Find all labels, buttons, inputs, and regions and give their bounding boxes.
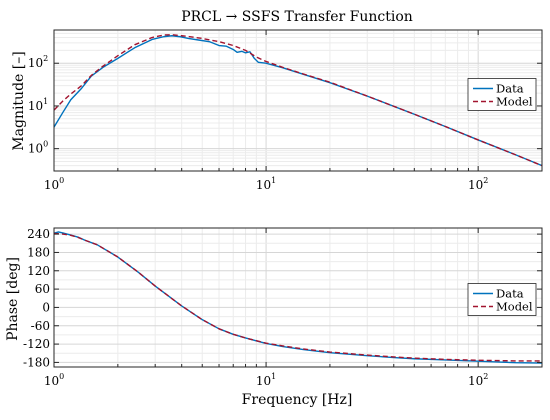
y-tick-label: 60 [35, 282, 50, 296]
chart-title: PRCL → SSFS Transfer Function [181, 9, 413, 25]
plot-background [54, 30, 542, 171]
y-tick-label: 180 [27, 245, 50, 259]
x-tick-label: 102 [468, 176, 488, 192]
phase-ylabel: Phase [deg] [5, 257, 21, 341]
phase-plot-area [54, 231, 542, 364]
y-tick-label: -120 [23, 337, 50, 351]
magnitude-panel: PRCL → SSFS Transfer Function 100 101 1021… [11, 9, 543, 192]
series-line-model [54, 232, 542, 362]
y-tick-label: 100 [28, 140, 48, 156]
axes-frame [53, 29, 543, 172]
x-tick-label: 101 [256, 372, 276, 388]
y-tick-label: -60 [31, 319, 50, 333]
phase-xlabel: Frequency [Hz] [242, 392, 353, 408]
series-line-model [54, 34, 542, 167]
x-tick-label: 102 [468, 372, 488, 388]
legend-label-data: Data [496, 82, 524, 96]
legend-label-model: Model [496, 95, 533, 109]
y-tick-label: 240 [27, 227, 50, 241]
magnitude-ticks: 100 101 102 100 101 102 [28, 29, 543, 192]
y-tick-label: 101 [28, 97, 48, 113]
phase-ticks: 100 101 102 240 180 120 60 0 -60 -120 -180 [23, 227, 543, 388]
legend-box [467, 283, 537, 316]
phase-grid [53, 228, 543, 367]
legend-label-data: Data [496, 287, 524, 301]
x-tick-label: 100 [44, 372, 64, 388]
axes-frame [53, 227, 543, 368]
y-tick-label: 102 [28, 54, 48, 70]
legend-box [467, 78, 537, 111]
y-tick-label: 120 [27, 264, 50, 278]
legend-label-model: Model [496, 300, 533, 314]
y-tick-label: -180 [23, 355, 50, 369]
x-tick-label: 100 [44, 176, 64, 192]
magnitude-ylabel: Magnitude [–] [11, 51, 27, 150]
phase-panel: 100 101 102 240 180 120 60 0 -60 -120 -180 DataMod… [5, 227, 543, 408]
x-tick-label: 101 [256, 176, 276, 192]
magnitude-plot-area [54, 34, 542, 167]
y-tick-label: 0 [42, 300, 50, 314]
